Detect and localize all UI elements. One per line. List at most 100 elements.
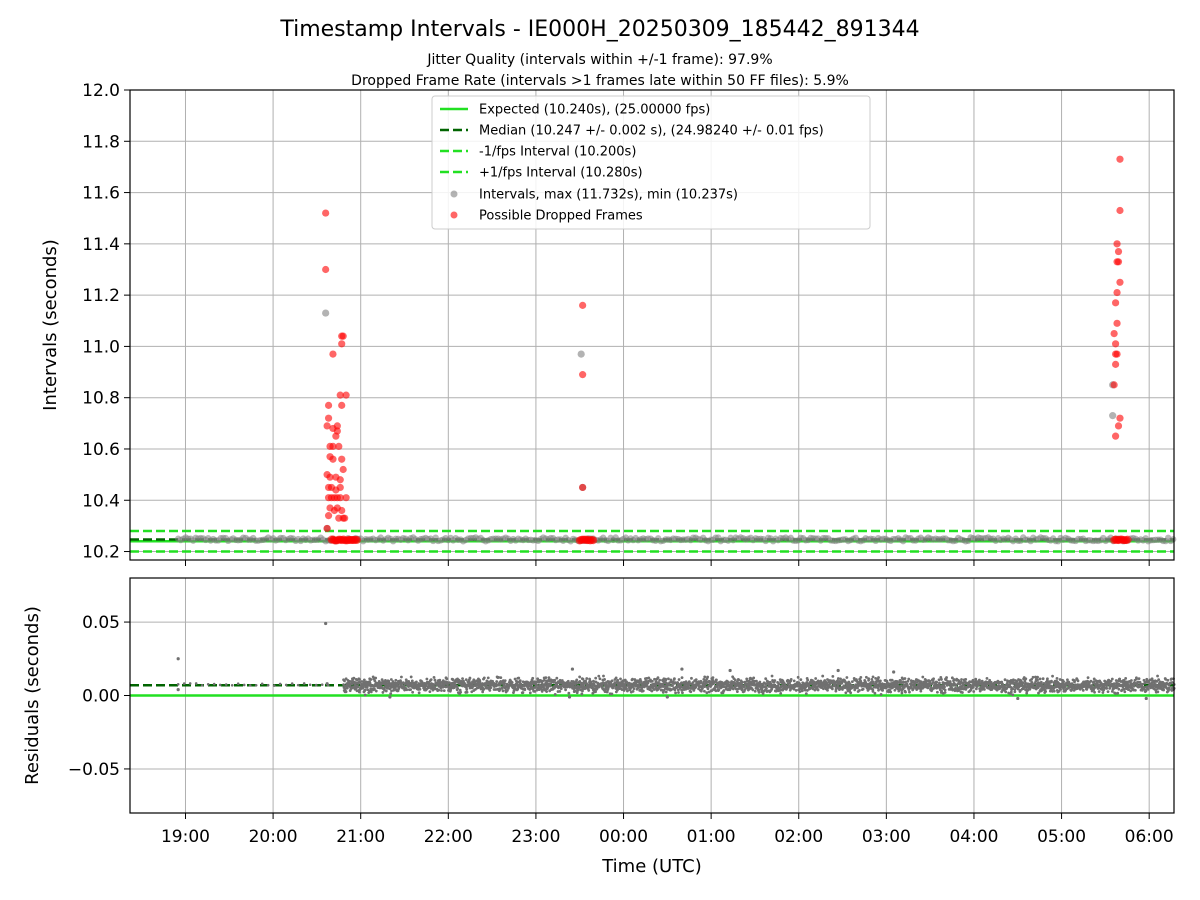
- dropped-frame-point: [323, 422, 331, 430]
- dropped-frame-point: [336, 391, 344, 399]
- residual-point: [284, 683, 288, 687]
- residual-point: [594, 676, 598, 680]
- residual-point: [481, 690, 485, 694]
- legend: Expected (10.240s), (25.00000 fps) Media…: [431, 95, 871, 230]
- residual-point: [418, 687, 422, 691]
- residual-point: [454, 681, 457, 684]
- residual-point: [415, 680, 418, 684]
- residual-point: [773, 679, 777, 682]
- residual-point: [455, 684, 459, 688]
- residual-point: [792, 679, 796, 683]
- residual-point: [921, 675, 925, 679]
- intervals-axes-frame: [129, 89, 1175, 561]
- legend-label-intervals: Intervals, max (11.732s), min (10.237s): [479, 188, 738, 203]
- residual-point: [905, 682, 909, 686]
- residual-point: [616, 678, 620, 682]
- residual-point: [676, 681, 679, 684]
- residual-point: [1021, 681, 1025, 685]
- residual-point: [580, 692, 584, 696]
- residual-point: [702, 680, 706, 684]
- residual-point: [816, 688, 820, 692]
- residual-point: [218, 683, 222, 687]
- residual-point: [659, 685, 663, 689]
- residual-point: [1170, 677, 1173, 681]
- residual-point: [856, 686, 859, 690]
- residual-point: [785, 687, 789, 690]
- x-axis-label: Time (UTC): [601, 856, 702, 877]
- residual-point: [940, 689, 943, 693]
- residual-point: [964, 687, 968, 691]
- y-tick-label: 11.4: [82, 235, 120, 255]
- dropped-frame-point: [322, 265, 330, 274]
- residual-point: [677, 691, 680, 694]
- residual-point: [1124, 677, 1128, 680]
- residual-point: [1044, 690, 1047, 693]
- residual-point: [1114, 692, 1117, 695]
- intervals-y-ticks: 10.2 10.4 10.6 10.8 11.0 11.2 11.4 11.6 11.8 12.0: [82, 81, 130, 563]
- residual-point: [1146, 688, 1150, 691]
- dropped-frame-point: [579, 301, 587, 309]
- residual-point: [578, 680, 582, 683]
- residual-point: [254, 683, 258, 687]
- legend-label-minus-interval: -1/fps Interval (10.200s): [479, 145, 636, 160]
- residual-point: [278, 682, 282, 686]
- residual-point: [440, 689, 443, 692]
- dropped-frame-point: [329, 455, 337, 463]
- residual-point: [1066, 678, 1069, 682]
- legend-label-plus-interval: +1/fps Interval (10.280s): [479, 166, 643, 181]
- residual-point: [680, 676, 684, 680]
- residual-point: [381, 691, 385, 694]
- dropped-frame-point: [342, 391, 350, 399]
- residual-point: [194, 682, 198, 685]
- residual-point: [459, 690, 463, 694]
- residual-point: [1020, 684, 1023, 688]
- residual-point: [650, 679, 654, 683]
- residual-point: [1016, 687, 1020, 691]
- residual-point: [605, 683, 608, 687]
- residual-point: [503, 679, 507, 683]
- residual-point: [622, 689, 626, 692]
- x-tick-label: 22:00: [424, 827, 473, 847]
- residual-point: [978, 689, 982, 693]
- residual-point: [875, 683, 879, 687]
- y-tick-label: 10.8: [82, 389, 120, 409]
- residual-point: [230, 683, 234, 687]
- residual-point: [248, 684, 252, 687]
- residual-point: [907, 677, 911, 681]
- x-tick-label: 02:00: [774, 827, 823, 847]
- residual-point: [1144, 689, 1148, 693]
- residual-point: [1031, 675, 1035, 679]
- residual-point: [722, 689, 726, 692]
- residual-point: [777, 682, 781, 686]
- residual-point: [943, 685, 946, 689]
- residual-point: [830, 687, 834, 691]
- residual-point: [1166, 678, 1170, 682]
- residual-point: [704, 679, 708, 683]
- y-tick-label: 11.6: [82, 184, 120, 204]
- residual-point: [409, 688, 413, 692]
- residual-point: [839, 677, 842, 681]
- x-tick-label: 06:00: [1125, 827, 1174, 847]
- chart-subtitle-dropped: Dropped Frame Rate (intervals >1 frames …: [351, 73, 849, 89]
- residual-point: [654, 684, 658, 687]
- residual-point: [308, 683, 312, 687]
- residual-point: [688, 682, 692, 686]
- residual-point: [510, 681, 514, 684]
- residual-point: [373, 687, 376, 691]
- residual-point: [433, 678, 437, 682]
- residual-point: [1060, 684, 1064, 688]
- residual-point: [200, 684, 204, 687]
- residual-point: [975, 685, 979, 688]
- residual-point: [974, 687, 978, 691]
- residual-point: [671, 684, 674, 687]
- residual-point: [903, 677, 907, 680]
- residual-point: [602, 674, 605, 678]
- dropped-frame-point: [324, 401, 333, 409]
- residual-point: [631, 690, 635, 693]
- residual-point: [566, 679, 570, 683]
- residual-point: [845, 676, 849, 679]
- residual-point: [753, 689, 757, 693]
- residual-point: [614, 676, 618, 680]
- residual-point: [661, 690, 665, 694]
- residual-point: [438, 678, 442, 682]
